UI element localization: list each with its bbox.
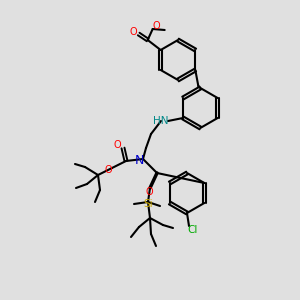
Text: HN: HN <box>153 116 169 126</box>
Text: N: N <box>134 154 144 166</box>
Text: Cl: Cl <box>188 225 198 235</box>
Text: O: O <box>145 187 153 197</box>
Text: Si: Si <box>143 199 153 209</box>
Text: O: O <box>113 140 121 150</box>
Text: O: O <box>130 27 137 37</box>
Text: O: O <box>104 165 112 175</box>
Text: O: O <box>153 21 160 31</box>
